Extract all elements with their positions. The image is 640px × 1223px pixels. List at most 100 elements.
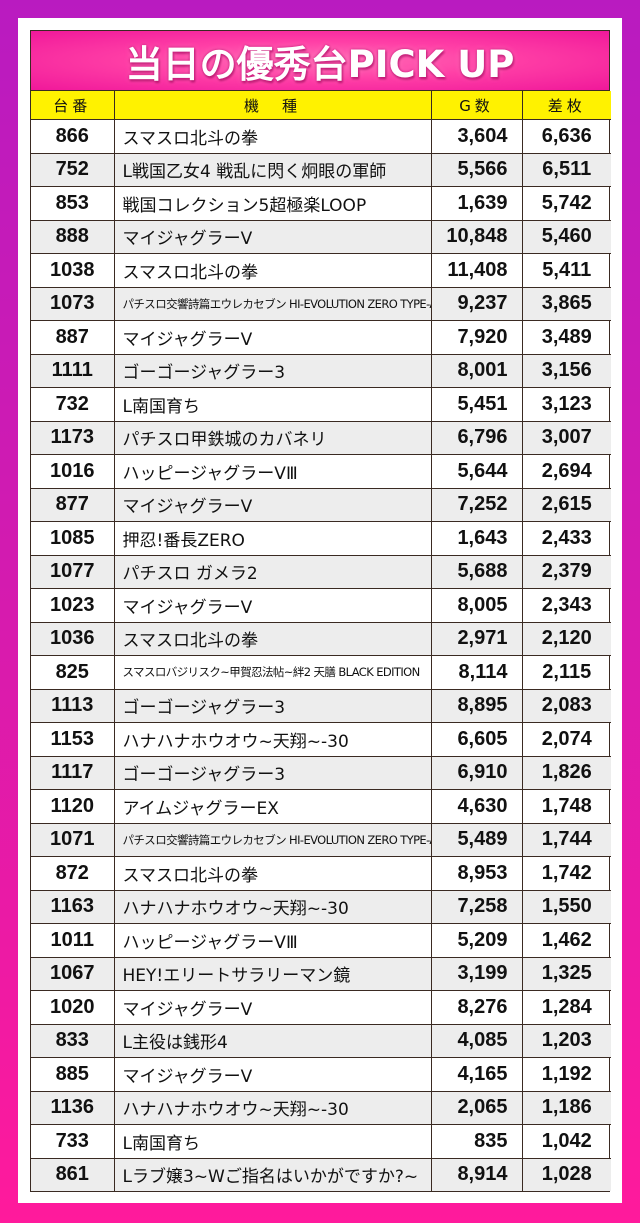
coin-difference-cell: 1,826: [522, 756, 611, 790]
coin-difference-cell: 3,007: [522, 421, 611, 455]
machine-name-cell: 戦国コレクション5超極楽LOOP: [114, 186, 432, 221]
game-count-cell: 8,276: [431, 990, 523, 1025]
machine-name-cell: ゴーゴージャグラー3: [114, 689, 432, 723]
coin-difference-cell: 1,748: [522, 789, 611, 824]
machine-number-cell: 872: [31, 856, 115, 891]
coin-difference-cell: 1,192: [522, 1057, 611, 1092]
game-count-cell: 3,199: [431, 957, 523, 991]
machine-name-cell: L主役は銭形4: [114, 1024, 432, 1058]
machine-number-cell: 732: [31, 387, 115, 422]
coin-difference-cell: 3,123: [522, 387, 611, 422]
game-count-cell: 2,065: [431, 1091, 523, 1125]
game-count-cell: 2,971: [431, 622, 523, 656]
page-title: 当日の優秀台PICK UP: [125, 42, 515, 86]
table-row: 752 L戦国乙女4 戦乱に閃く炯眼の軍師 5,566 6,511: [31, 153, 611, 187]
machine-number-cell: 1173: [31, 421, 115, 455]
machine-number-cell: 1016: [31, 454, 115, 489]
game-count-cell: 835: [431, 1124, 523, 1159]
machine-number-cell: 1113: [31, 689, 115, 723]
coin-difference-cell: 2,694: [522, 454, 611, 489]
coin-difference-cell: 2,343: [522, 588, 611, 623]
game-count-cell: 4,630: [431, 789, 523, 824]
game-count-cell: 8,914: [431, 1158, 523, 1191]
game-count-cell: 8,001: [431, 354, 523, 388]
table-row: 888 マイジャグラーV 10,848 5,460: [31, 220, 611, 254]
game-count-cell: 5,644: [431, 454, 523, 489]
table-row: 1113 ゴーゴージャグラー3 8,895 2,083: [31, 689, 611, 723]
coin-difference-cell: 2,083: [522, 689, 611, 723]
machine-name-cell: スマスロ北斗の拳: [114, 119, 432, 154]
machine-number-cell: 877: [31, 488, 115, 522]
table-row: 1136 ハナハナホウオウ~天翔~-30 2,065 1,186: [31, 1091, 611, 1125]
table-row: 1073 パチスロ交響詩篇エウレカセブン HI-EVOLUTION ZERO TY…: [31, 287, 611, 321]
table-row: 1111 ゴーゴージャグラー3 8,001 3,156: [31, 354, 611, 388]
machine-name-cell: ゴーゴージャグラー3: [114, 756, 432, 790]
machine-number-cell: 861: [31, 1158, 115, 1191]
table-row: 833 L主役は銭形4 4,085 1,203: [31, 1024, 611, 1058]
table-row: 1117 ゴーゴージャグラー3 6,910 1,826: [31, 756, 611, 790]
header-machine-type: 機 種: [114, 91, 432, 120]
machine-name-cell: マイジャグラーV: [114, 488, 432, 522]
machine-name-cell: マイジャグラーV: [114, 220, 432, 254]
table-row: 877 マイジャグラーV 7,252 2,615: [31, 488, 611, 522]
game-count-cell: 9,237: [431, 287, 523, 321]
game-count-cell: 5,688: [431, 555, 523, 589]
coin-difference-cell: 3,865: [522, 287, 611, 321]
machine-number-cell: 1036: [31, 622, 115, 656]
game-count-cell: 3,604: [431, 119, 523, 154]
game-count-cell: 7,258: [431, 890, 523, 924]
machine-name-cell: マイジャグラーV: [114, 320, 432, 355]
coin-difference-cell: 1,462: [522, 923, 611, 958]
pickup-table: 台番 機 種 G数 差枚 866 スマスロ北斗の拳 3,604 6,636 752 L戦国…: [31, 91, 611, 1191]
machine-name-cell: 押忍!番長ZERO: [114, 521, 432, 556]
game-count-cell: 5,209: [431, 923, 523, 958]
machine-name-cell: パチスロ甲鉄城のカバネリ: [114, 421, 432, 455]
table-row: 866 スマスロ北斗の拳 3,604 6,636: [31, 119, 611, 154]
machine-name-cell: HEY!エリートサラリーマン鏡: [114, 957, 432, 991]
table-row: 853 戦国コレクション5超極楽LOOP 1,639 5,742: [31, 186, 611, 221]
coin-difference-cell: 6,511: [522, 153, 611, 187]
game-count-cell: 7,920: [431, 320, 523, 355]
coin-difference-cell: 2,379: [522, 555, 611, 589]
machine-name-cell: ハナハナホウオウ~天翔~-30: [114, 890, 432, 924]
coin-difference-cell: 1,744: [522, 823, 611, 857]
game-count-cell: 5,566: [431, 153, 523, 187]
game-count-cell: 5,489: [431, 823, 523, 857]
machine-number-cell: 1153: [31, 722, 115, 757]
header-machine-number: 台番: [31, 91, 115, 120]
machine-name-cell: マイジャグラーV: [114, 990, 432, 1025]
table-row: 1016 ハッピージャグラーVⅢ 5,644 2,694: [31, 454, 611, 489]
machine-number-cell: 1011: [31, 923, 115, 958]
coin-difference-cell: 5,411: [522, 253, 611, 288]
machine-number-cell: 887: [31, 320, 115, 355]
coin-difference-cell: 1,203: [522, 1024, 611, 1058]
machine-number-cell: 1073: [31, 287, 115, 321]
machine-name-cell: マイジャグラーV: [114, 1057, 432, 1092]
machine-number-cell: 853: [31, 186, 115, 221]
game-count-cell: 8,114: [431, 655, 523, 690]
table-row: 1120 アイムジャグラーEX 4,630 1,748: [31, 789, 611, 824]
game-count-cell: 4,085: [431, 1024, 523, 1058]
machine-number-cell: 888: [31, 220, 115, 254]
header-game-count: G数: [431, 91, 523, 120]
table-row: 1173 パチスロ甲鉄城のカバネリ 6,796 3,007: [31, 421, 611, 455]
table-header-row: 台番 機 種 G数 差枚: [31, 91, 611, 120]
machine-number-cell: 1085: [31, 521, 115, 556]
coin-difference-cell: 2,074: [522, 722, 611, 757]
coin-difference-cell: 2,120: [522, 622, 611, 656]
machine-name-cell: L南国育ち: [114, 387, 432, 422]
table-row: 732 L南国育ち 5,451 3,123: [31, 387, 611, 422]
table-row: 1038 スマスロ北斗の拳 11,408 5,411: [31, 253, 611, 288]
machine-name-cell: スマスロ北斗の拳: [114, 622, 432, 656]
game-count-cell: 4,165: [431, 1057, 523, 1092]
table-row: 1085 押忍!番長ZERO 1,643 2,433: [31, 521, 611, 556]
machine-number-cell: 825: [31, 655, 115, 690]
header-coin-difference: 差枚: [522, 91, 611, 120]
machine-name-cell: スマスロ北斗の拳: [114, 253, 432, 288]
machine-number-cell: 866: [31, 119, 115, 154]
machine-name-cell: ハナハナホウオウ~天翔~-30: [114, 1091, 432, 1125]
coin-difference-cell: 2,615: [522, 488, 611, 522]
table-row: 1011 ハッピージャグラーVⅢ 5,209 1,462: [31, 923, 611, 958]
table-row: 1077 パチスロ ガメラ2 5,688 2,379: [31, 555, 611, 589]
machine-name-cell: L南国育ち: [114, 1124, 432, 1159]
